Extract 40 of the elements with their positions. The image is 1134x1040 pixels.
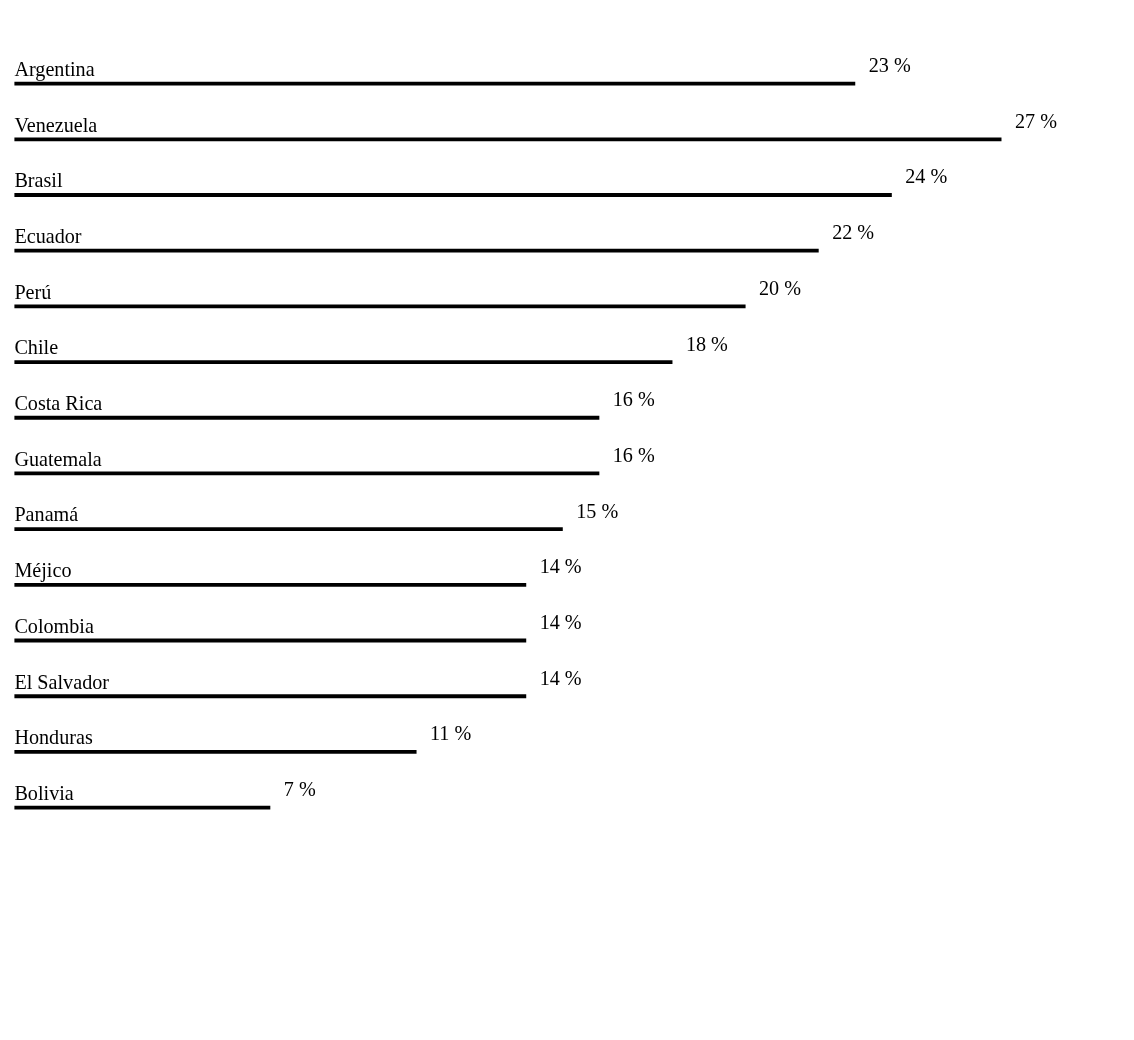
y-tick-label: Bolivia: [14, 781, 74, 804]
y-tick-label: Colombia: [14, 614, 94, 637]
y-tick-label: Guatemala: [14, 447, 102, 470]
y-tick-label: El Salvador: [14, 670, 110, 693]
data-label: 15 %: [576, 499, 619, 522]
data-label: 16 %: [612, 388, 655, 411]
bar: [14, 81, 856, 86]
bar: [14, 248, 819, 253]
bar: [14, 805, 271, 810]
bar: [14, 694, 527, 699]
data-label: 14 %: [539, 666, 582, 689]
y-tick-label: Argentina: [14, 57, 95, 81]
y-tick-label: Panamá: [14, 503, 79, 526]
data-label: 11 %: [429, 722, 472, 745]
bar: [14, 582, 527, 587]
data-label: 7 %: [283, 778, 316, 801]
data-label: 18 %: [685, 332, 729, 355]
data-label: 24 %: [905, 165, 948, 188]
y-tick-label: Ecuador: [14, 225, 82, 247]
bar: [14, 137, 1002, 142]
data-label: 22 %: [832, 221, 875, 244]
bar: [14, 360, 673, 364]
bar: [14, 193, 892, 197]
data-label: 23 %: [868, 54, 911, 77]
bar: [14, 415, 600, 420]
bar: [14, 527, 563, 532]
y-tick-label: Honduras: [14, 726, 93, 749]
y-tick-label: Brasil: [14, 169, 63, 192]
y-tick-label: Costa Rica: [14, 392, 103, 415]
y-tick-label: Chile: [14, 336, 59, 359]
y-tick-label: Perú: [14, 280, 52, 303]
data-label: 27 %: [1014, 109, 1058, 132]
data-label: 14 %: [539, 611, 582, 633]
data-label: 16 %: [612, 443, 655, 466]
y-tick-label: Méjico: [14, 559, 72, 583]
bar: [14, 749, 417, 754]
data-label: 20 %: [759, 276, 802, 299]
data-label: 14 %: [539, 555, 582, 578]
y-tick-label: Venezuela: [14, 113, 98, 136]
bar: [14, 304, 746, 309]
